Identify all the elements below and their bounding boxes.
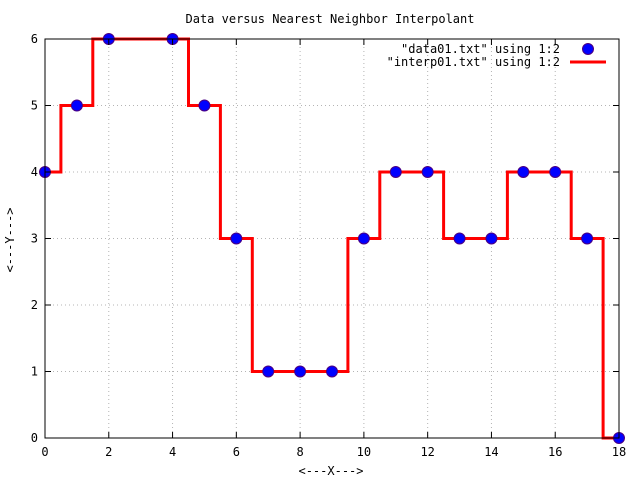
y-tick-label: 1 — [31, 365, 38, 379]
y-tick-label: 5 — [31, 99, 38, 113]
y-tick-label: 0 — [31, 431, 38, 445]
data-point — [357, 232, 370, 245]
y-tick-label: 6 — [31, 32, 38, 46]
y-tick-label: 3 — [31, 232, 38, 246]
interp-step-line — [45, 37, 619, 440]
legend-marker-data01 — [582, 43, 594, 55]
y-tick-label: 2 — [31, 298, 38, 312]
data-point — [421, 166, 434, 178]
legend: "data01.txt" using 1:2 "interp01.txt" us… — [387, 42, 606, 69]
data-point — [326, 365, 338, 378]
data-point — [549, 166, 562, 178]
data-point — [262, 365, 275, 378]
chart-title: Data versus Nearest Neighbor Interpolant — [186, 12, 475, 26]
data-point — [485, 232, 498, 245]
x-tick-label: 10 — [357, 445, 371, 459]
data-point — [517, 166, 530, 178]
x-axis-label: <---X---> — [298, 464, 363, 478]
legend-label-data01: "data01.txt" using 1:2 — [401, 42, 560, 56]
data-point — [294, 365, 307, 378]
x-tick-label: 12 — [420, 445, 434, 459]
x-tick-label: 14 — [484, 445, 498, 459]
data-point — [581, 232, 594, 245]
data-point — [389, 166, 402, 178]
data-point — [70, 99, 83, 112]
legend-label-interp01: "interp01.txt" using 1:2 — [387, 55, 560, 69]
data-point — [230, 232, 243, 245]
x-tick-label: 18 — [612, 445, 626, 459]
x-tick-label: 16 — [548, 445, 562, 459]
data-point — [198, 99, 211, 112]
x-tick-label: 0 — [41, 445, 48, 459]
y-axis-label: <---Y---> — [3, 207, 17, 272]
x-tick-label: 6 — [233, 445, 240, 459]
data-point — [453, 232, 466, 245]
x-tick-label: 4 — [169, 445, 176, 459]
x-tick-label: 8 — [296, 445, 303, 459]
y-tick-label: 4 — [31, 165, 38, 179]
x-tick-label: 2 — [105, 445, 112, 459]
